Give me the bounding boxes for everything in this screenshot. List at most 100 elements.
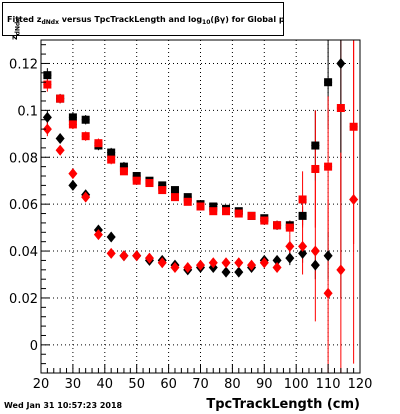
square-marker [68,120,77,129]
y-axis-label-main: z [10,35,19,40]
diamond-marker [42,123,52,135]
diamond-marker [285,240,295,252]
square-marker [324,78,333,87]
y-tick-label: 0.02 [9,292,38,307]
x-tick-label: 60 [160,377,177,392]
square-marker [234,209,243,218]
diamond-marker [298,247,308,259]
y-tick-label: 0.04 [9,245,38,260]
axis-ticks [40,44,361,374]
x-tick-label: 40 [97,377,114,392]
square-marker [158,186,167,195]
square-marker [298,211,307,220]
square-marker [349,122,358,131]
square-marker [170,193,179,202]
diamond-marker [221,257,231,269]
y-tick-label: 0.08 [9,151,38,166]
y-tick-label: 0.12 [9,57,38,72]
square-marker [209,207,218,216]
chart-title: Fitted zdNdx versus TpcTrackLength and l… [2,2,284,36]
x-tick-label: 70 [192,377,209,392]
tick-labels: 20 30 40 50 60 70 80 90 100 110 120 0 0.02 0.04 0.06 0.… [9,57,372,392]
square-marker [94,139,103,148]
square-marker [119,167,128,176]
title-sub-2: 10 [202,19,211,26]
diamond-marker [55,132,65,144]
diamond-marker [310,259,320,271]
x-tick-label: 20 [33,377,50,392]
diamond-marker [196,259,205,271]
square-marker [247,211,256,220]
diamond-marker [68,179,78,191]
square-marker [196,202,205,211]
square-marker [145,179,154,188]
x-axis-label: TpcTrackLength (cm) [206,397,360,412]
square-marker [81,132,90,141]
x-tick-label: 30 [65,377,82,392]
diamond-marker [349,193,359,205]
square-marker [119,162,128,171]
y-axis-label-sub: dNdx [14,17,22,36]
diamond-marker [106,231,116,243]
diamond-marker [247,259,257,271]
diamond-marker [93,229,103,241]
square-marker [298,195,307,204]
square-marker [68,113,77,122]
data-markers [42,57,359,299]
diamond-marker [81,191,91,203]
square-marker [209,202,218,211]
diamond-marker [157,257,167,269]
title-part-1: Fitted z [7,15,42,24]
diamond-marker [323,287,333,299]
x-tick-label: 50 [128,377,145,392]
y-axis-label: zdNdx [10,18,22,40]
diamond-marker [234,266,244,278]
square-marker [158,181,167,190]
diamond-marker [119,250,129,262]
diamond-marker [55,144,65,156]
diamond-marker [68,168,78,180]
square-marker [132,172,141,181]
diamond-marker [144,252,154,264]
diamond-marker [336,264,346,276]
y-tick-label: 0 [30,339,38,354]
diamond-marker [234,257,244,269]
square-marker [132,176,141,185]
x-tick-label: 110 [316,377,341,392]
title-sub-1: dNdx [41,19,59,26]
square-marker [222,207,231,216]
diamond-marker [323,250,333,262]
square-marker [311,164,320,173]
square-marker [285,223,294,232]
diamond-marker [221,266,231,278]
diamond-marker [310,245,320,257]
square-marker [107,148,116,157]
square-marker [336,104,345,113]
diamond-marker [272,261,282,273]
diamond-marker [285,252,295,264]
diamond-marker [208,257,218,269]
square-marker [273,221,282,230]
square-marker [43,80,52,89]
square-marker [324,162,333,171]
title-part-2: versus TpcTrackLength and log [58,15,203,24]
diamond-marker [272,254,282,266]
diamond-marker [298,240,308,252]
square-marker [170,186,179,195]
diamond-marker [259,257,269,269]
square-marker [43,71,52,80]
square-marker [107,155,116,164]
square-marker [56,94,65,103]
diamond-marker [170,261,180,273]
square-marker [81,115,90,124]
x-tick-label: 90 [256,377,273,392]
x-tick-label: 80 [224,377,241,392]
x-tick-label: 120 [348,377,373,392]
title-part-3: (βγ) for Global pion+ [210,15,283,24]
timestamp: Wed Jan 31 10:57:23 2018 [4,401,123,410]
y-tick-label: 0.1 [17,104,38,119]
diamond-marker [336,57,346,69]
diamond-marker [106,247,116,259]
x-tick-label: 100 [284,377,309,392]
